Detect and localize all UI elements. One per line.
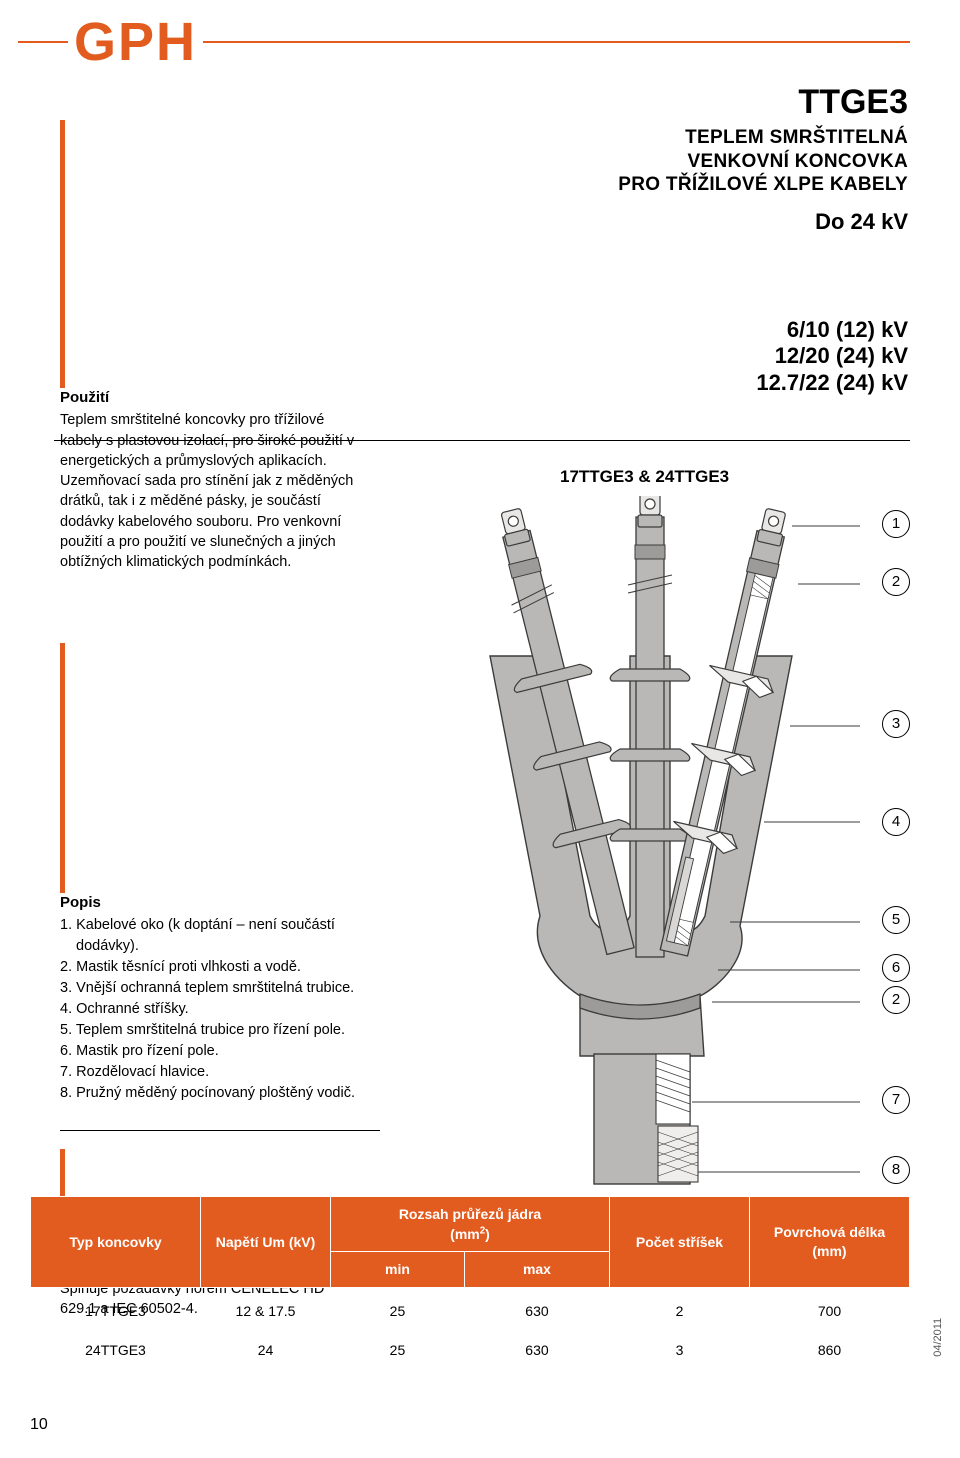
brand-logo: GPH [74,18,197,67]
popis-item: 8. Pružný měděný pocínovaný ploštěný vod… [60,1083,360,1104]
voltage-row: 12/20 (24) kV [468,343,908,369]
cell-pocet: 2 [610,1288,750,1327]
product-rating: Do 24 kV [468,207,908,237]
section-popis: Popis 1. Kabelové oko (k doptání – není … [60,643,380,1104]
th-pocet: Počet stříšek [610,1197,750,1288]
cell-povrch: 860 [750,1327,910,1366]
cell-napeti: 12 & 17.5 [201,1288,331,1327]
th-min: min [331,1252,465,1288]
full-divider [54,440,910,441]
callout-circle: 8 [882,1156,910,1184]
spec-table: Typ koncovky Napětí Um (kV) Rozsah průře… [30,1196,910,1366]
callout-circle: 2 [882,568,910,596]
cell-pocet: 3 [610,1327,750,1366]
popis-item: 2. Mastik těsnící proti vlhkosti a vodě. [60,957,360,978]
voltage-row: 6/10 (12) kV [468,317,908,343]
popis-list: 1. Kabelové oko (k doptání – není součás… [60,915,360,1104]
diagram-area: 17TTGE3 & 24TTGE3 [420,466,910,1186]
popis-item: 6. Mastik pro řízení pole. [60,1041,360,1062]
callout-circle: 2 [882,986,910,1014]
callout-circle: 6 [882,954,910,982]
callout-circle: 7 [882,1086,910,1114]
th-napeti: Napětí Um (kV) [201,1197,331,1288]
voltage-row: 12.7/22 (24) kV [468,370,908,396]
popis-item: 7. Rozdělovací hlavice. [60,1062,360,1083]
cell-min: 25 [331,1327,465,1366]
cell-typ: 24TTGE3 [31,1327,201,1366]
cable-illustration [420,496,860,1186]
popis-title: Popis [60,893,360,913]
pouziti-text: Teplem smrštitelné koncovky pro třížilov… [60,410,360,572]
accent-bar [60,643,65,893]
accent-bar [60,120,65,388]
product-title-line3: PRO TŘÍŽILOVÉ XLPE KABELY [468,173,908,197]
diagram-title: 17TTGE3 & 24TTGE3 [560,466,729,489]
callout-circle: 5 [882,906,910,934]
left-column: Použití Teplem smrštitelné koncovky pro … [60,120,380,1345]
popis-item: 4. Ochranné stříšky. [60,999,360,1020]
cable-lower [594,1054,698,1184]
page-header: GPH [18,18,910,67]
edition-code: 04/2011 [931,1318,946,1357]
page-number: 10 [30,1414,48,1436]
popis-item: 1. Kabelové oko (k doptání – není součás… [60,915,360,957]
cell-max: 630 [464,1327,609,1366]
th-napeti-label: Napětí Um (kV) [207,1233,324,1252]
th-typ: Typ koncovky [31,1197,201,1288]
cell-typ: 17TTGE3 [31,1288,201,1327]
section-pouziti: Použití Teplem smrštitelné koncovky pro … [60,120,380,573]
table-row: 24TTGE3 24 25 630 3 860 [31,1327,910,1366]
pouziti-title: Použití [60,388,360,408]
voltage-ratings: 6/10 (12) kV 12/20 (24) kV 12.7/22 (24) … [468,317,908,396]
cell-povrch: 700 [750,1288,910,1327]
table-row: 17TTGE3 12 & 17.5 25 630 2 700 [31,1288,910,1327]
rule-right [203,41,910,43]
cell-min: 25 [331,1288,465,1327]
cell-napeti: 24 [201,1327,331,1366]
th-rozsah: Rozsah průřezů jádra(mm2) [331,1197,610,1252]
section-divider [60,1130,380,1131]
popis-item: 3. Vnější ochranná teplem smrštitelná tr… [60,978,360,999]
th-povrch: Povrchová délka (mm) [750,1197,910,1288]
popis-item: 5. Teplem smrštitelná trubice pro řízení… [60,1020,360,1041]
callout-circle: 1 [882,510,910,538]
cell-max: 630 [464,1288,609,1327]
th-max: max [464,1252,609,1288]
product-title-line2: VENKOVNÍ KONCOVKA [468,150,908,174]
product-header: TTGE3 TEPLEM SMRŠTITELNÁ VENKOVNÍ KONCOV… [468,80,908,396]
rule-left [18,41,68,43]
callout-circle: 4 [882,808,910,836]
product-code: TTGE3 [468,80,908,126]
spec-table-el: Typ koncovky Napětí Um (kV) Rozsah průře… [30,1196,910,1366]
callout-circle: 3 [882,710,910,738]
product-title-line1: TEPLEM SMRŠTITELNÁ [468,126,908,150]
th-rozsah-label: Rozsah průřezů jádra(mm2) [399,1206,541,1242]
